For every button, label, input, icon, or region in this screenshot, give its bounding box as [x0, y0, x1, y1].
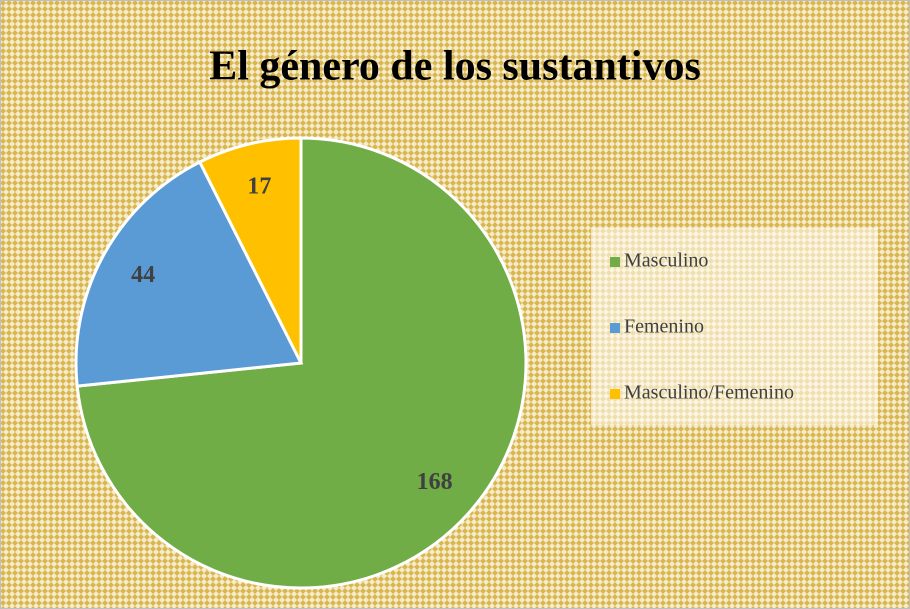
data-label: 168: [417, 469, 453, 495]
chart-title: El género de los sustantivos: [209, 44, 701, 90]
legend-label: Masculino/Femenino: [624, 382, 794, 404]
pie-slice: [74, 160, 304, 388]
data-label: 44: [131, 262, 155, 288]
data-label: 17: [247, 173, 271, 199]
pie-slice: [197, 136, 303, 364]
legend-swatch: [610, 323, 620, 333]
legend-swatch: [610, 257, 620, 267]
legend-label: Femenino: [624, 316, 704, 338]
legend-label: Masculino: [624, 250, 708, 272]
legend-swatch: [610, 389, 620, 399]
legend-box: [591, 228, 878, 425]
